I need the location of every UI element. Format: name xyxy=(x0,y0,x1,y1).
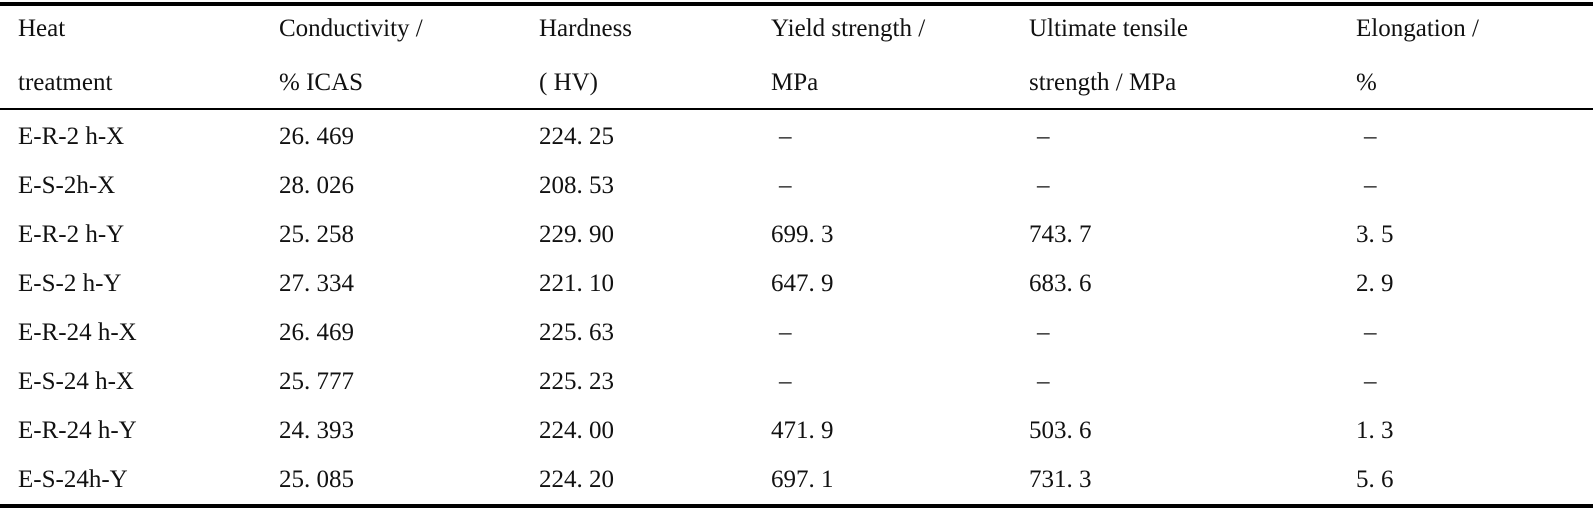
cell-treatment: E-S-24h-Y xyxy=(18,466,128,493)
cell-treatment: E-R-24 h-Y xyxy=(18,417,137,444)
cell-yield: 699. 3 xyxy=(771,221,834,248)
cell-conductivity: 25. 085 xyxy=(279,466,354,493)
table-row: E-S-24 h-X 25. 777 225. 23 – – – xyxy=(0,358,1593,407)
cell-hardness: 224. 25 xyxy=(539,123,614,150)
header-hardness-unit: ( HV) xyxy=(539,69,599,96)
cell-elongation: 5. 6 xyxy=(1356,466,1394,493)
header-ultimate-tensile: Ultimate tensile xyxy=(1029,15,1188,42)
cell-ultimate: – xyxy=(1037,319,1050,346)
table-row: E-S-2 h-Y 27. 334 221. 10 647. 9 683. 6 2. 9 xyxy=(0,260,1593,309)
cell-yield: 647. 9 xyxy=(771,270,834,297)
cell-elongation: – xyxy=(1364,319,1377,346)
header-rule xyxy=(0,108,1593,110)
header-conductivity-unit: % ICAS xyxy=(279,69,364,96)
cell-hardness: 229. 90 xyxy=(539,221,614,248)
header-treatment: treatment xyxy=(18,69,113,96)
cell-yield: 471. 9 xyxy=(771,417,834,444)
cell-treatment: E-R-2 h-X xyxy=(18,123,125,150)
cell-conductivity: 26. 469 xyxy=(279,319,354,346)
cell-conductivity: 25. 258 xyxy=(279,221,354,248)
header-elongation-unit: % xyxy=(1356,69,1377,96)
cell-elongation: 2. 9 xyxy=(1356,270,1394,297)
cell-conductivity: 25. 777 xyxy=(279,368,354,395)
cell-ultimate: – xyxy=(1037,172,1050,199)
header-ultimate-unit: strength / MPa xyxy=(1029,69,1177,96)
table-row: E-R-24 h-X 26. 469 225. 63 – – – xyxy=(0,309,1593,358)
cell-treatment: E-S-24 h-X xyxy=(18,368,134,395)
cell-ultimate: 683. 6 xyxy=(1029,270,1092,297)
header-elongation: Elongation / xyxy=(1356,15,1479,42)
cell-yield: 697. 1 xyxy=(771,466,834,493)
cell-conductivity: 24. 393 xyxy=(279,417,354,444)
cell-elongation: 1. 3 xyxy=(1356,417,1394,444)
cell-ultimate: 743. 7 xyxy=(1029,221,1092,248)
cell-elongation: – xyxy=(1364,368,1377,395)
cell-yield: – xyxy=(779,123,792,150)
header-conductivity: Conductivity / xyxy=(279,15,423,42)
header-hardness: Hardness xyxy=(539,15,633,42)
cell-hardness: 208. 53 xyxy=(539,172,614,199)
table-row: E-R-2 h-X 26. 469 224. 25 – – – xyxy=(0,113,1593,162)
cell-yield: – xyxy=(779,172,792,199)
cell-hardness: 221. 10 xyxy=(539,270,614,297)
cell-treatment: E-S-2h-X xyxy=(18,172,116,199)
header-line-1: Heat Conductivity / Hardness Yield stren… xyxy=(0,6,1593,64)
cell-ultimate: – xyxy=(1037,368,1050,395)
cell-ultimate: 503. 6 xyxy=(1029,417,1092,444)
header-heat: Heat xyxy=(18,15,66,42)
cell-conductivity: 26. 469 xyxy=(279,123,354,150)
cell-ultimate: – xyxy=(1037,123,1050,150)
cell-hardness: 224. 00 xyxy=(539,417,614,444)
cell-ultimate: 731. 3 xyxy=(1029,466,1092,493)
table-row: E-S-24h-Y 25. 085 224. 20 697. 1 731. 3 5. 6 xyxy=(0,456,1593,505)
header-line-2: treatment % ICAS ( HV) MPa strength / MP… xyxy=(0,60,1593,118)
cell-conductivity: 27. 334 xyxy=(279,270,354,297)
cell-yield: – xyxy=(779,368,792,395)
table-row: E-R-2 h-Y 25. 258 229. 90 699. 3 743. 7 3. 5 xyxy=(0,211,1593,260)
header-yield-unit: MPa xyxy=(771,69,819,96)
table-row: E-R-24 h-Y 24. 393 224. 00 471. 9 503. 6 1. 3 xyxy=(0,407,1593,456)
cell-treatment: E-R-24 h-X xyxy=(18,319,137,346)
bottom-rule xyxy=(0,504,1593,508)
cell-treatment: E-S-2 h-Y xyxy=(18,270,122,297)
table-row: E-S-2h-X 28. 026 208. 53 – – – xyxy=(0,162,1593,211)
cell-hardness: 225. 63 xyxy=(539,319,614,346)
top-rule xyxy=(0,2,1593,6)
header-yield-strength: Yield strength / xyxy=(771,15,926,42)
cell-hardness: 225. 23 xyxy=(539,368,614,395)
cell-yield: – xyxy=(779,319,792,346)
cell-conductivity: 28. 026 xyxy=(279,172,354,199)
cell-hardness: 224. 20 xyxy=(539,466,614,493)
cell-treatment: E-R-2 h-Y xyxy=(18,221,125,248)
cell-elongation: – xyxy=(1364,172,1377,199)
cell-elongation: – xyxy=(1364,123,1377,150)
cell-elongation: 3. 5 xyxy=(1356,221,1394,248)
